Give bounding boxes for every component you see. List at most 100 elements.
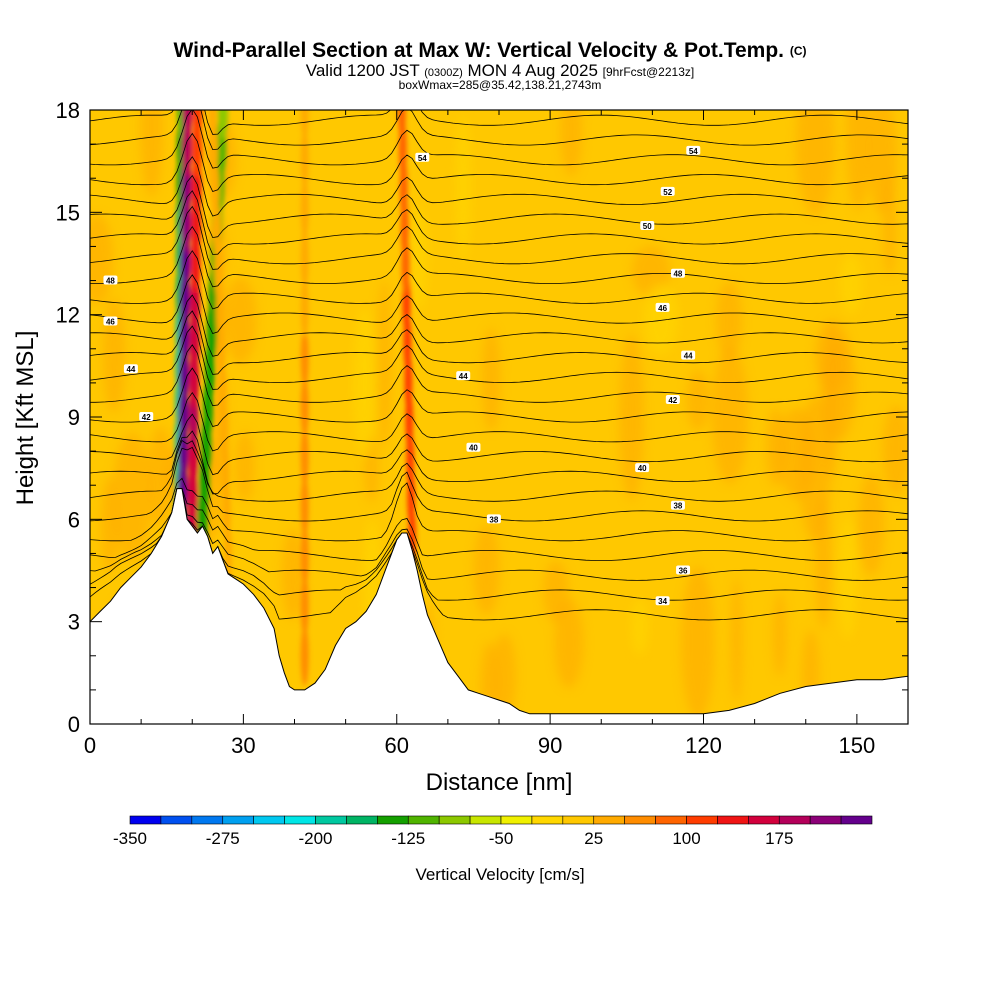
velocity-patch <box>686 370 710 431</box>
theta-contour-line <box>90 488 908 562</box>
colorbar-swatch <box>315 815 347 825</box>
theta-contour-label: 42 <box>139 412 154 422</box>
contour-label-text: 54 <box>689 147 698 156</box>
theta-contour-label: 44 <box>456 371 471 381</box>
theta-contour-line <box>90 325 908 390</box>
theta-contour-label: 50 <box>640 220 655 231</box>
colorbar-swatch <box>748 815 780 825</box>
velocity-patch <box>773 592 787 677</box>
y-tick-label: 18 <box>56 98 80 123</box>
theta-contour-label: 48 <box>103 275 118 286</box>
colorbar-tick-label: 100 <box>672 829 700 848</box>
velocity-patch <box>234 431 255 502</box>
contour-label-bg <box>635 463 650 473</box>
subtitle-valid: Valid 1200 JST <box>306 61 420 80</box>
updraft-core <box>300 526 309 587</box>
theta-contour-label: 34 <box>655 596 670 606</box>
velocity-patch <box>353 307 376 457</box>
velocity-patch <box>112 432 153 562</box>
theta-contour-label: 36 <box>676 565 691 576</box>
theta-contour-line <box>90 174 908 239</box>
y-tick-label: 3 <box>68 610 80 635</box>
contour-label-text: 50 <box>643 222 652 231</box>
theta-contour-line <box>90 190 908 255</box>
theta-contour-label: 48 <box>670 268 685 279</box>
velocity-patch <box>619 334 644 501</box>
theta-contour-line <box>90 132 908 192</box>
contour-label-bg <box>660 186 675 196</box>
theta-contour-line <box>90 488 908 581</box>
velocity-patch <box>778 407 816 499</box>
velocity-patch <box>730 577 743 703</box>
velocity-patch <box>147 426 174 527</box>
colorbar-swatch <box>129 815 162 825</box>
chart-title-text: Wind-Parallel Section at Max W: Vertical… <box>173 39 784 62</box>
copyright-mark: (C) <box>790 44 807 58</box>
colorbar-swatch <box>222 815 254 825</box>
colorbar-tick-label: 25 <box>584 829 603 848</box>
contour-label-bg <box>103 275 118 285</box>
contour-label-text: 44 <box>126 365 135 374</box>
contour-label-text: 46 <box>106 317 115 326</box>
contour-label-text: 40 <box>638 464 647 473</box>
contour-label-text: 38 <box>489 515 498 524</box>
contour-label-bg <box>139 412 154 421</box>
colorbar-title: Vertical Velocity [cm/s] <box>415 865 584 884</box>
contour-label-bg <box>670 268 685 278</box>
theta-contour-label: 44 <box>681 350 696 361</box>
colorbar-swatch <box>593 815 625 825</box>
y-tick-label: 6 <box>68 507 80 532</box>
colorbar-swatch <box>377 815 409 825</box>
theta-contour-labels: 34 36 38 38 40 40 42 42 44 44 44 46 46 48 48 50 52 54 54 <box>103 145 701 606</box>
contour-label-bg <box>640 220 655 230</box>
theta-contour-label: 38 <box>486 514 501 524</box>
theta-contour-line <box>90 156 908 217</box>
theta-contour-line <box>90 391 908 452</box>
colorbar-swatch <box>438 815 471 825</box>
terrain <box>90 488 908 724</box>
x-tick-label: 60 <box>385 733 409 758</box>
contour-label-text: 44 <box>684 352 693 361</box>
updraft-core <box>300 328 309 389</box>
colorbar-swatch <box>778 815 811 825</box>
theta-contour-line <box>90 439 908 502</box>
velocity-patch <box>554 598 584 689</box>
theta-contour-line <box>90 294 908 357</box>
contour-label-bg <box>655 302 670 312</box>
contour-label-bg <box>665 394 680 404</box>
colorbar-swatch <box>407 815 440 825</box>
theta-contour-label: 54 <box>415 152 430 163</box>
colorbar-tick-label: -125 <box>391 829 425 848</box>
velocity-patch <box>796 110 835 216</box>
velocity-patch <box>560 110 583 176</box>
x-tick-label: 0 <box>84 733 96 758</box>
theta-contour-line <box>90 488 908 601</box>
colorbar-tick-label: 175 <box>765 829 793 848</box>
contour-label-bg <box>415 152 430 162</box>
theta-contour-line <box>90 110 908 151</box>
colorbar-swatch <box>840 815 873 825</box>
updraft-core <box>182 110 193 140</box>
velocity-patch <box>542 561 569 623</box>
colorbar-swatch <box>717 815 749 825</box>
colorbar-swatch <box>160 815 193 825</box>
theta-contours <box>90 110 908 621</box>
velocity-patch <box>716 281 743 360</box>
contour-label-text: 48 <box>673 270 682 279</box>
colorbar-swatch <box>655 815 687 825</box>
velocity-patch <box>455 115 471 261</box>
theta-contour-label: 44 <box>123 364 138 374</box>
colorbar-tick-label: -50 <box>489 829 514 848</box>
plot-area: 34 36 38 38 40 40 42 42 44 44 44 46 46 48 48 50 52 54 54 <box>90 110 908 724</box>
updraft-core <box>300 228 309 289</box>
x-tick-label: 90 <box>538 733 562 758</box>
x-tick-label: 120 <box>685 733 722 758</box>
updraft-core <box>300 129 309 190</box>
colorbar-swatch <box>469 815 502 825</box>
theta-contour-line <box>90 110 908 169</box>
contour-label-bg <box>686 145 701 155</box>
theta-contour-line <box>90 413 908 476</box>
y-tick-label: 0 <box>68 712 80 737</box>
theta-contour-line <box>90 430 908 495</box>
x-tick-label: 30 <box>231 733 255 758</box>
